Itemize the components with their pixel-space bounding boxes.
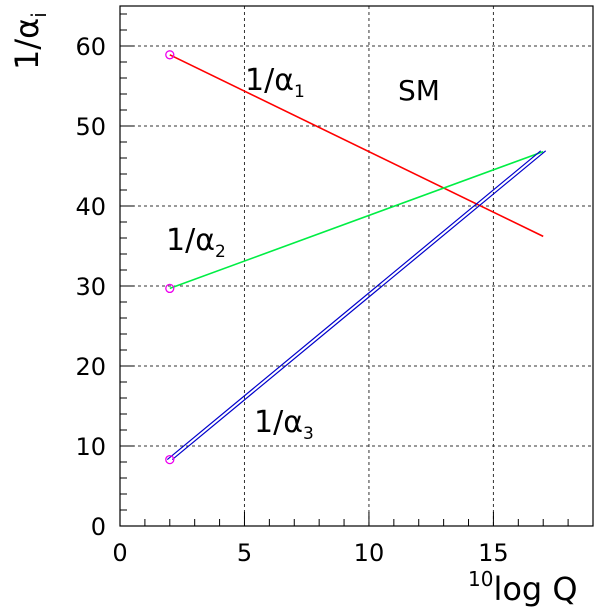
y-tick-label-2: 20 — [75, 353, 106, 381]
y-tick-label-5: 50 — [75, 113, 106, 141]
y-tick-label-0: 0 — [91, 513, 106, 541]
series-label-alpha1: 1/α1 — [245, 63, 305, 102]
series-line-alpha3-1 — [171, 150, 547, 461]
grid-lines — [120, 6, 593, 526]
y-tick-label-3: 30 — [75, 273, 106, 301]
series-lines — [166, 54, 547, 461]
y-axis-label: 1/αi — [8, 12, 51, 70]
series-line-alpha1 — [169, 54, 544, 238]
sm-annotation: SM — [398, 74, 440, 107]
axis-ticks — [119, 13, 594, 527]
marker-alpha3 — [165, 454, 175, 465]
marker-alpha1 — [165, 50, 175, 60]
y-tick-labels: 0 10 20 30 40 50 60 — [75, 33, 106, 541]
x-tick-label-2: 10 — [354, 539, 385, 567]
x-tick-label-1: 5 — [237, 539, 252, 567]
series-line-alpha2 — [169, 150, 544, 290]
y-tick-label-6: 60 — [75, 33, 106, 61]
series-label-alpha3: 1/α3 — [254, 405, 314, 444]
start-markers — [165, 50, 175, 465]
y-tick-label-1: 10 — [75, 433, 106, 461]
x-tick-label-3: 15 — [478, 539, 509, 567]
series-line-alpha3-0 — [166, 150, 542, 461]
plot-frame — [119, 5, 594, 527]
x-tick-label-0: 0 — [112, 539, 127, 567]
x-axis-label: 10log Q — [468, 567, 578, 608]
x-tick-labels: 0 5 10 15 — [112, 539, 508, 567]
y-tick-label-4: 40 — [75, 193, 106, 221]
series-label-alpha2: 1/α2 — [166, 223, 226, 262]
marker-alpha2 — [165, 283, 175, 294]
